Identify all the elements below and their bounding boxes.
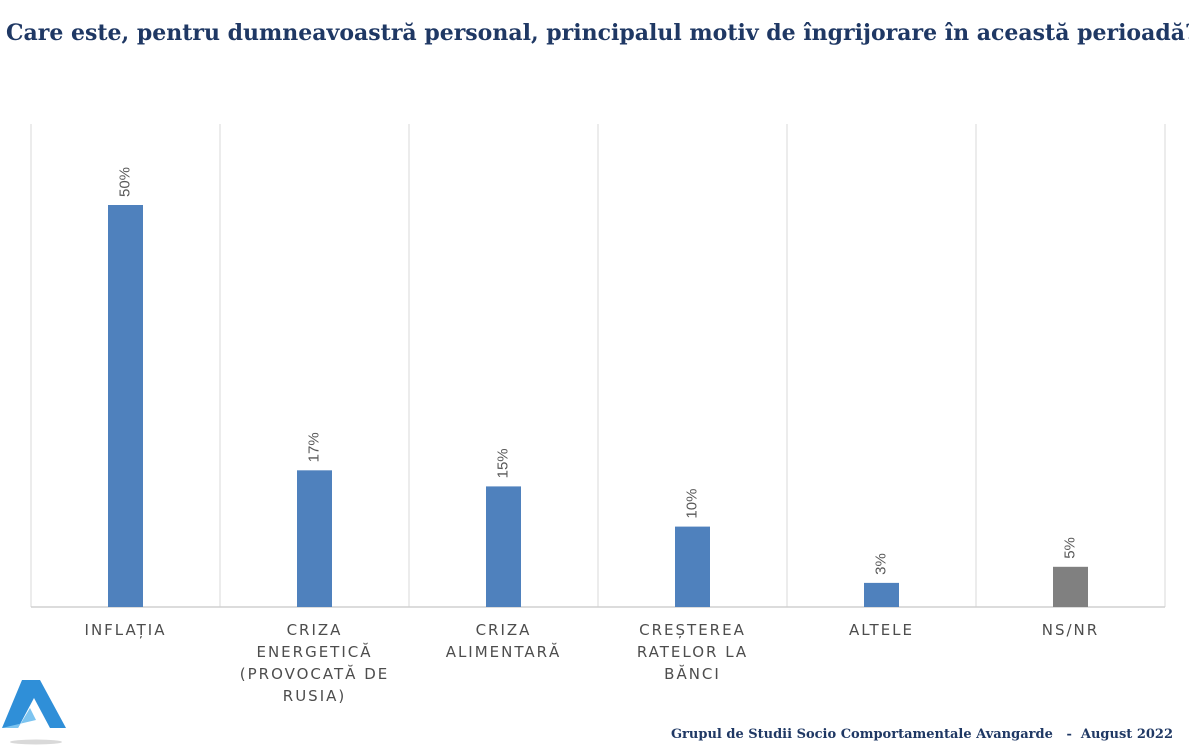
bar <box>1053 566 1088 607</box>
category-label-line: CRIZA <box>475 621 532 639</box>
category-label: ALTELE <box>792 619 972 641</box>
category-label-line: RATELOR LA <box>636 643 749 661</box>
category-label: CREȘTEREA RATELOR LA BĂNCI <box>603 619 783 685</box>
bar <box>675 526 710 607</box>
chart-title: Care este, pentru dumneavoastră personal… <box>6 20 1189 46</box>
data-label: 10% <box>683 489 700 519</box>
category-label-line: CRIZA <box>286 621 343 639</box>
category-label-line: RUSIA) <box>282 687 347 705</box>
bar <box>864 582 899 607</box>
data-label: 17% <box>305 432 322 462</box>
data-label: 15% <box>494 448 511 478</box>
category-label: INFLAȚIA <box>36 619 216 641</box>
category-label-line: CREȘTEREA <box>639 621 746 639</box>
category-label-line: ALIMENTARĂ <box>445 643 562 661</box>
category-label-line: NS/NR <box>1041 621 1100 639</box>
bar <box>486 486 521 607</box>
category-label: CRIZA ALIMENTARĂ <box>414 619 594 663</box>
category-label-line: ALTELE <box>848 621 915 639</box>
data-label: 5% <box>1061 537 1078 559</box>
category-label-line: (PROVOCATĂ DE <box>239 665 390 683</box>
footer-source: Grupul de Studii Socio Comportamentale A… <box>670 727 1173 742</box>
category-label-line: BĂNCI <box>664 665 721 683</box>
bar <box>108 205 143 607</box>
category-label-line: INFLAȚIA <box>84 621 167 639</box>
category-label: CRIZA ENERGETICĂ (PROVOCATĂ DE RUSIA) <box>225 619 405 707</box>
category-label-line: ENERGETICĂ <box>256 643 373 661</box>
data-label: 50% <box>116 167 133 197</box>
data-label: 3% <box>872 553 889 575</box>
bar <box>297 470 332 607</box>
avangarde-logo-icon <box>2 680 66 745</box>
category-label: NS/NR <box>981 619 1161 641</box>
